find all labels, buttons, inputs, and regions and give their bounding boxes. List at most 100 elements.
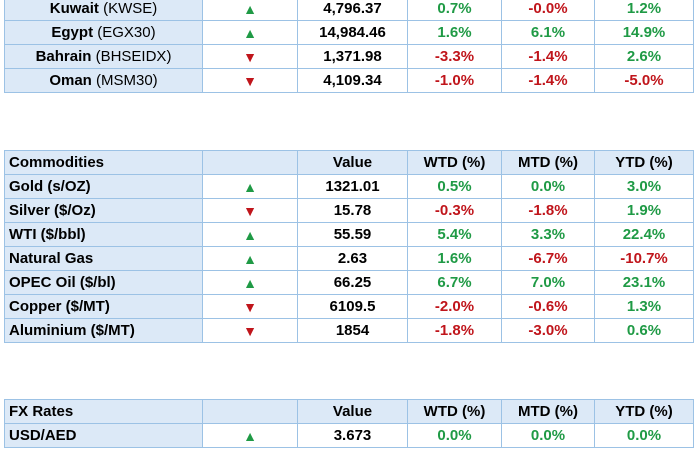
row-label: OPEC Oil ($/bl)	[9, 274, 116, 291]
header-wtd: WTD (%)	[407, 399, 502, 424]
arrow-cell: ▲	[202, 0, 298, 21]
mtd-cell: -1.8%	[501, 198, 595, 223]
row-label: Bahrain	[35, 48, 92, 65]
row-label: Kuwait	[49, 0, 99, 17]
triangle-down-icon: ▼	[243, 48, 257, 65]
row-label: Gold (s/OZ)	[9, 178, 91, 195]
triangle-down-icon: ▼	[243, 298, 257, 315]
value-cell: 1854	[297, 318, 408, 343]
value-cell: 4,109.34	[297, 68, 408, 93]
header-mtd: MTD (%)	[501, 399, 595, 424]
header-spacer	[202, 150, 298, 175]
row-label: WTI ($/bbl)	[9, 226, 86, 243]
table-row: Gold (s/OZ) ▲ 1321.01 0.5% 0.0% 3.0%	[4, 174, 694, 199]
wtd-cell: 0.7%	[407, 0, 502, 21]
table-row: Copper ($/MT) ▼ 6109.5 -2.0% -0.6% 1.3%	[4, 294, 694, 319]
ytd-cell: 0.0%	[594, 423, 694, 448]
ytd-cell: 0.6%	[594, 318, 694, 343]
row-name: WTI ($/bbl)	[4, 222, 203, 247]
triangle-up-icon: ▲	[243, 226, 257, 243]
value-cell: 2.63	[297, 246, 408, 271]
row-code: (EGX30)	[97, 24, 156, 41]
header-wtd: WTD (%)	[407, 150, 502, 175]
mtd-cell: 6.1%	[501, 20, 595, 45]
triangle-down-icon: ▼	[243, 72, 257, 89]
ytd-cell: 1.2%	[594, 0, 694, 21]
value-cell: 15.78	[297, 198, 408, 223]
wtd-cell: -1.0%	[407, 68, 502, 93]
row-name: OPEC Oil ($/bl)	[4, 270, 203, 295]
value-cell: 4,796.37	[297, 0, 408, 21]
ytd-cell: -10.7%	[594, 246, 694, 271]
row-name: Oman (MSM30)	[4, 68, 203, 93]
triangle-up-icon: ▲	[243, 0, 257, 17]
mtd-cell: -3.0%	[501, 318, 595, 343]
row-label: Silver ($/Oz)	[9, 202, 96, 219]
wtd-cell: -0.3%	[407, 198, 502, 223]
wtd-cell: 5.4%	[407, 222, 502, 247]
wtd-cell: 6.7%	[407, 270, 502, 295]
arrow-cell: ▲	[202, 174, 298, 199]
arrow-cell: ▼	[202, 68, 298, 93]
row-code: (KWSE)	[103, 0, 158, 17]
triangle-up-icon: ▲	[243, 250, 257, 267]
arrow-cell: ▼	[202, 198, 298, 223]
fx-title: FX Rates	[4, 399, 203, 424]
fx-table: FX Rates Value WTD (%) MTD (%) YTD (%) U…	[4, 399, 694, 448]
fx-header-row: FX Rates Value WTD (%) MTD (%) YTD (%)	[4, 399, 694, 424]
table-row: Aluminium ($/MT) ▼ 1854 -1.8% -3.0% 0.6%	[4, 318, 694, 343]
value-cell: 66.25	[297, 270, 408, 295]
ytd-cell: 3.0%	[594, 174, 694, 199]
row-name: Gold (s/OZ)	[4, 174, 203, 199]
value-cell: 1321.01	[297, 174, 408, 199]
row-name: Egypt (EGX30)	[4, 20, 203, 45]
arrow-cell: ▲	[202, 20, 298, 45]
header-ytd: YTD (%)	[594, 150, 694, 175]
wtd-cell: 1.6%	[407, 246, 502, 271]
value-cell: 55.59	[297, 222, 408, 247]
row-name: Aluminium ($/MT)	[4, 318, 203, 343]
mtd-cell: -6.7%	[501, 246, 595, 271]
ytd-cell: 1.3%	[594, 294, 694, 319]
arrow-cell: ▼	[202, 318, 298, 343]
row-name: Copper ($/MT)	[4, 294, 203, 319]
mtd-cell: -1.4%	[501, 68, 595, 93]
table-row: Oman (MSM30) ▼ 4,109.34 -1.0% -1.4% -5.0%	[4, 68, 694, 93]
triangle-up-icon: ▲	[243, 274, 257, 291]
table-row: Kuwait (KWSE) ▲ 4,796.37 0.7% -0.0% 1.2%	[4, 0, 694, 21]
wtd-cell: -1.8%	[407, 318, 502, 343]
arrow-cell: ▲	[202, 423, 298, 448]
wtd-cell: 0.5%	[407, 174, 502, 199]
table-row: Egypt (EGX30) ▲ 14,984.46 1.6% 6.1% 14.9%	[4, 20, 694, 45]
triangle-up-icon: ▲	[243, 427, 257, 444]
commodities-table: Commodities Value WTD (%) MTD (%) YTD (%…	[4, 150, 694, 343]
arrow-cell: ▼	[202, 294, 298, 319]
header-value: Value	[297, 150, 408, 175]
value-cell: 1,371.98	[297, 44, 408, 69]
row-name: Natural Gas	[4, 246, 203, 271]
ytd-cell: 14.9%	[594, 20, 694, 45]
triangle-down-icon: ▼	[243, 202, 257, 219]
wtd-cell: -3.3%	[407, 44, 502, 69]
markets-table: Kuwait (KWSE) ▲ 4,796.37 0.7% -0.0% 1.2% Egypt…	[4, 0, 694, 93]
wtd-cell: 0.0%	[407, 423, 502, 448]
value-cell: 3.673	[297, 423, 408, 448]
mtd-cell: -0.6%	[501, 294, 595, 319]
mtd-cell: 3.3%	[501, 222, 595, 247]
header-ytd: YTD (%)	[594, 399, 694, 424]
table-row: OPEC Oil ($/bl) ▲ 66.25 6.7% 7.0% 23.1%	[4, 270, 694, 295]
row-label: USD/AED	[9, 427, 77, 444]
row-name: Silver ($/Oz)	[4, 198, 203, 223]
table-row: USD/AED ▲ 3.673 0.0% 0.0% 0.0%	[4, 423, 694, 448]
ytd-cell: 2.6%	[594, 44, 694, 69]
header-spacer	[202, 399, 298, 424]
table-row: WTI ($/bbl) ▲ 55.59 5.4% 3.3% 22.4%	[4, 222, 694, 247]
arrow-cell: ▲	[202, 222, 298, 247]
ytd-cell: 23.1%	[594, 270, 694, 295]
commodities-header-row: Commodities Value WTD (%) MTD (%) YTD (%…	[4, 150, 694, 175]
row-label: Aluminium ($/MT)	[9, 322, 135, 339]
value-cell: 14,984.46	[297, 20, 408, 45]
row-name: Kuwait (KWSE)	[4, 0, 203, 21]
row-label: Oman	[49, 72, 92, 89]
ytd-cell: 1.9%	[594, 198, 694, 223]
